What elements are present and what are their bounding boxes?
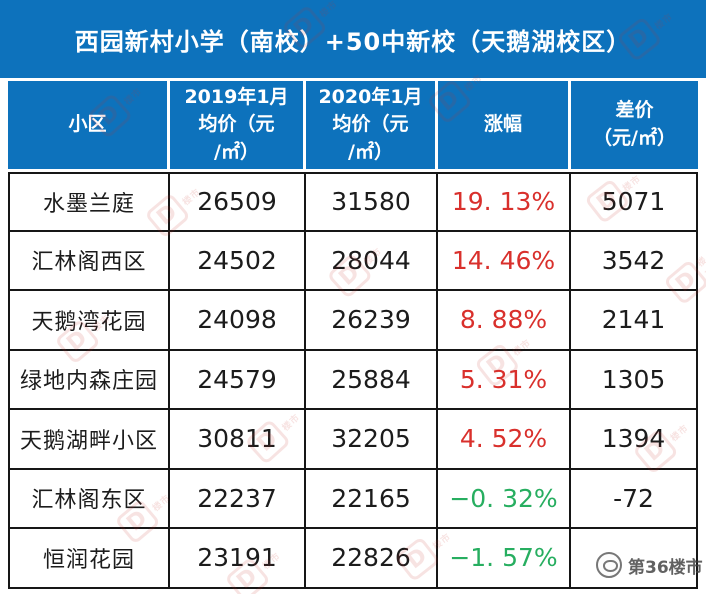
- column-header-community: 小区: [8, 81, 170, 172]
- table-cell-pct: 14. 46%: [438, 231, 571, 291]
- publisher-watermark-text: 第36楼市: [628, 557, 703, 578]
- publisher-watermark: 第36楼市: [596, 549, 703, 581]
- table-cell-p2019: 22237: [170, 469, 306, 529]
- table-cell-p2019: 26509: [170, 172, 306, 232]
- table-cell-name: 水墨兰庭: [8, 172, 170, 232]
- table-cell-diff: 5071: [571, 172, 698, 232]
- table-cell-p2020: 32205: [306, 410, 438, 470]
- column-header-diff: 差价 （元/㎡）: [571, 81, 698, 172]
- table-cell-diff: 1394: [571, 410, 698, 470]
- table-cell-p2020: 31580: [306, 172, 438, 232]
- table-cell-name: 天鹅湖畔小区: [8, 410, 170, 470]
- table-cell-p2019: 30811: [170, 410, 306, 470]
- table-cell-pct: 8. 88%: [438, 291, 571, 351]
- table-cell-p2019: 24098: [170, 291, 306, 351]
- table-cell-diff: 3542: [571, 231, 698, 291]
- table-cell-name: 恒润花园: [8, 529, 170, 589]
- table-cell-p2020: 28044: [306, 231, 438, 291]
- table-cell-name: 绿地内森庄园: [8, 350, 170, 410]
- table-cell-p2020: 22826: [306, 529, 438, 589]
- column-header-price-2020: 2020年1月 均价（元 /㎡）: [306, 81, 438, 172]
- table-cell-name: 汇林阁东区: [8, 469, 170, 529]
- table-cell-p2019: 23191: [170, 529, 306, 589]
- price-table: 小区 2019年1月 均价（元 /㎡） 2020年1月 均价（元 /㎡） 涨幅 …: [8, 81, 698, 589]
- table-cell-pct: 19. 13%: [438, 172, 571, 232]
- table-cell-p2020: 26239: [306, 291, 438, 351]
- table-cell-pct: −1. 57%: [438, 529, 571, 589]
- table-cell-p2019: 24502: [170, 231, 306, 291]
- table-cell-name: 汇林阁西区: [8, 231, 170, 291]
- table-cell-diff: 1305: [571, 350, 698, 410]
- column-header-price-2019: 2019年1月 均价（元 /㎡）: [170, 81, 306, 172]
- table-cell-diff: -72: [571, 469, 698, 529]
- panda-logo-icon: [596, 552, 622, 578]
- table-cell-name: 天鹅湾花园: [8, 291, 170, 351]
- table-cell-p2019: 24579: [170, 350, 306, 410]
- table-cell-pct: 5. 31%: [438, 350, 571, 410]
- table-cell-pct: −0. 32%: [438, 469, 571, 529]
- column-header-change: 涨幅: [438, 81, 571, 172]
- page-title: 西园新村小学（南校）+50中新校（天鹅湖校区）: [0, 0, 706, 78]
- table-cell-diff: [571, 529, 698, 589]
- table-cell-p2020: 22165: [306, 469, 438, 529]
- table-cell-pct: 4. 52%: [438, 410, 571, 470]
- table-cell-p2020: 25884: [306, 350, 438, 410]
- table-cell-diff: 2141: [571, 291, 698, 351]
